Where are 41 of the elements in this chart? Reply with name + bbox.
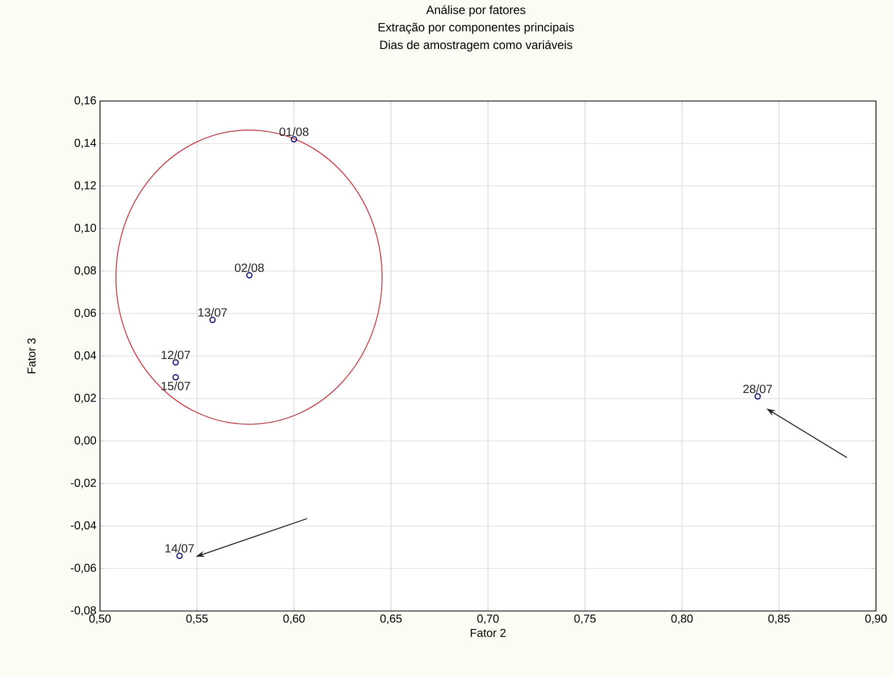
annotation: 12/07 — [162, 350, 190, 360]
x-tick-label: 0,70 — [477, 614, 499, 624]
y-tick-label: 0,06 — [74, 308, 96, 318]
point — [754, 393, 761, 400]
x-tick-label: 0,80 — [671, 614, 693, 624]
x-tick-label: 0,55 — [186, 614, 208, 624]
x-tick-label: 0,65 — [380, 614, 402, 624]
chart-title: Análise por fatores — [426, 5, 526, 16]
y-tick-label: 0,12 — [74, 181, 96, 191]
y-tick-label: 0,00 — [74, 436, 96, 446]
annotation: 15/07 — [162, 381, 190, 390]
annotation: 14/07 — [165, 544, 194, 553]
x-tick-label: 0,90 — [865, 614, 887, 624]
annotation: 02/08 — [234, 263, 264, 272]
y-tick-label: 0,16 — [74, 96, 96, 106]
y-tick-label: 0,10 — [74, 224, 96, 234]
y-tick-label: -0,08 — [70, 606, 96, 616]
point — [209, 316, 216, 324]
x-tick-label: 0,60 — [283, 614, 305, 624]
y-tick-label: 0,02 — [74, 394, 96, 404]
y-tick-label: -0,06 — [70, 564, 96, 574]
y-tick-label: 0,14 — [74, 138, 96, 148]
point — [172, 374, 179, 380]
x-axis-title: Fator 2 — [470, 628, 506, 637]
x-tick-label: 0,50 — [89, 614, 111, 624]
x-tick-label: 0,85 — [768, 614, 790, 624]
annotation: 13/07 — [198, 308, 227, 317]
text: Dias de amostragem como variáveis — [380, 40, 572, 52]
y-tick-label: 0,04 — [74, 351, 96, 361]
annotation: 01/08 — [280, 127, 308, 136]
annotation: 28/07 — [743, 384, 772, 394]
point — [172, 359, 179, 366]
y-tick-label: 0,08 — [74, 266, 96, 276]
y-axis-title: Fator 3 — [27, 338, 36, 374]
y-tick-label: -0,02 — [70, 478, 96, 488]
chart-subtitle: Extração por componentes principais — [378, 22, 574, 34]
point — [290, 136, 298, 142]
x-tick-label: 0,75 — [574, 614, 596, 624]
point — [176, 552, 183, 559]
point — [246, 272, 253, 278]
y-tick-label: -0,04 — [70, 521, 96, 531]
